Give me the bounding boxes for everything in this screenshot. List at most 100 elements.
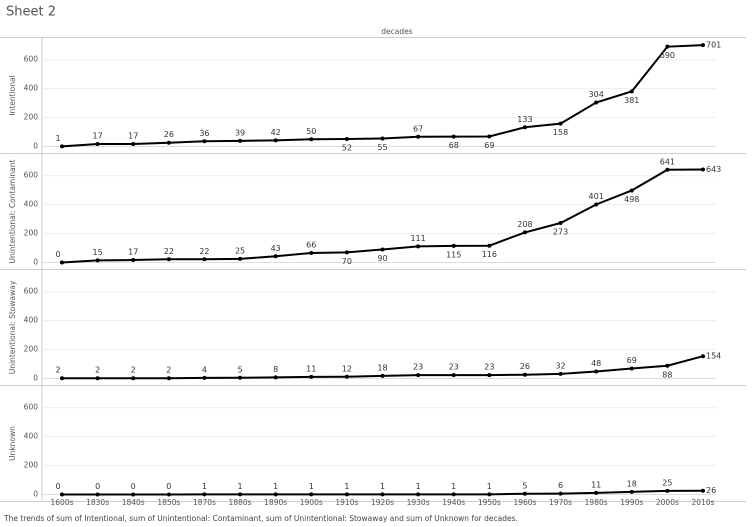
data-label: 1 xyxy=(55,134,60,143)
data-point xyxy=(166,376,171,381)
data-point xyxy=(273,254,278,259)
data-point xyxy=(665,488,670,493)
x-tick-label: 1840s xyxy=(122,498,145,507)
data-point xyxy=(166,257,171,262)
data-label: 0 xyxy=(131,482,136,491)
data-label: 55 xyxy=(377,143,387,152)
data-label: 8 xyxy=(273,365,278,374)
data-point xyxy=(380,136,385,141)
data-label: 2 xyxy=(55,366,60,375)
page-title: Sheet 2 xyxy=(6,5,56,20)
data-point xyxy=(344,136,349,141)
data-label: 6 xyxy=(558,481,563,490)
x-tick-label: 1900s xyxy=(300,498,323,507)
data-point xyxy=(594,202,599,207)
data-point xyxy=(558,221,563,225)
data-point xyxy=(60,376,64,381)
data-point xyxy=(309,250,314,255)
x-tick-label: 1920s xyxy=(371,498,394,507)
data-label: 26 xyxy=(706,486,716,495)
data-point xyxy=(95,142,100,147)
data-label: 69 xyxy=(484,141,494,150)
data-label: 5 xyxy=(522,481,527,490)
x-tick-label: 1600s xyxy=(51,498,74,507)
data-point xyxy=(131,142,136,147)
data-point xyxy=(522,491,527,496)
data-label: 18 xyxy=(627,479,637,488)
data-point xyxy=(95,492,100,497)
x-tick-label: 1830s xyxy=(86,498,109,507)
data-label: 0 xyxy=(55,250,60,259)
data-label: 70 xyxy=(342,257,352,266)
y-tick-label: 600 xyxy=(24,403,39,412)
data-label: 1 xyxy=(487,482,492,491)
data-label: 17 xyxy=(93,132,103,141)
data-label: 36 xyxy=(199,129,209,138)
data-point xyxy=(131,492,136,497)
data-point xyxy=(487,134,492,139)
data-label: 1 xyxy=(416,482,421,491)
data-point xyxy=(202,139,207,144)
data-label: 26 xyxy=(164,130,174,139)
data-label: 273 xyxy=(553,228,568,237)
data-point xyxy=(380,492,385,497)
data-point xyxy=(60,144,64,149)
data-label: 643 xyxy=(706,165,721,174)
data-point xyxy=(522,230,527,235)
data-label: 1 xyxy=(344,482,349,491)
data-label: 52 xyxy=(342,143,352,152)
data-label: 23 xyxy=(449,363,459,372)
data-label: 1 xyxy=(202,482,207,491)
data-point xyxy=(344,374,349,379)
y-tick-label: 400 xyxy=(24,84,39,93)
data-label: 1 xyxy=(238,482,243,491)
data-label: 23 xyxy=(413,363,423,372)
data-point xyxy=(629,489,634,494)
y-tick-label: 0 xyxy=(33,489,38,498)
data-label: 1 xyxy=(451,482,456,491)
data-label: 22 xyxy=(199,247,209,256)
data-point xyxy=(487,243,492,248)
data-label: 67 xyxy=(413,124,423,133)
data-point xyxy=(380,373,385,378)
data-point xyxy=(701,354,705,359)
data-point xyxy=(166,140,171,145)
data-label: 304 xyxy=(589,90,604,99)
data-point xyxy=(166,492,171,497)
data-point xyxy=(451,134,456,139)
x-tick-label: 1960s xyxy=(513,498,536,507)
data-label: 22 xyxy=(164,247,174,256)
data-point xyxy=(95,258,100,263)
data-label: 66 xyxy=(306,240,316,249)
x-tick-label: 1980s xyxy=(585,498,608,507)
x-tick-label: 1880s xyxy=(229,498,252,507)
data-point xyxy=(380,247,385,252)
data-point xyxy=(416,244,421,249)
x-tick-label: 1950s xyxy=(478,498,501,507)
data-label: 133 xyxy=(517,115,532,124)
data-point xyxy=(522,372,527,377)
y-tick-label: 600 xyxy=(24,55,39,64)
data-point xyxy=(665,167,670,172)
panel-axis-title: Intentional xyxy=(8,75,17,115)
data-point xyxy=(238,492,243,497)
data-point xyxy=(344,250,349,255)
data-point xyxy=(273,138,278,143)
data-point xyxy=(665,44,670,49)
data-label: 26 xyxy=(520,362,530,371)
data-point xyxy=(273,375,278,380)
data-point xyxy=(558,491,563,496)
data-point xyxy=(522,125,527,130)
y-tick-label: 400 xyxy=(24,316,39,325)
data-point xyxy=(416,373,421,378)
data-label: 50 xyxy=(306,127,316,136)
data-label: 115 xyxy=(446,250,461,259)
data-point xyxy=(701,167,705,172)
data-point xyxy=(701,43,705,48)
data-point xyxy=(629,188,634,193)
data-point xyxy=(701,488,705,493)
data-label: 154 xyxy=(706,352,721,361)
data-label: 11 xyxy=(591,480,601,489)
data-point xyxy=(95,376,100,381)
